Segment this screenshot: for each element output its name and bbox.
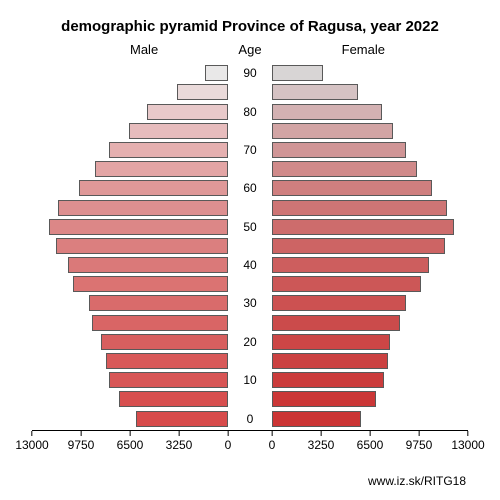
bar — [177, 84, 228, 100]
chart-title: demographic pyramid Province of Ragusa, … — [0, 18, 500, 35]
plot-area: 90 80 70 60 50 40 30 20 10 0 — [32, 62, 468, 430]
age-tick: 10 — [243, 372, 256, 388]
age-tick: 40 — [243, 257, 256, 273]
bar — [109, 372, 228, 388]
age-tick: 80 — [243, 104, 256, 120]
bar — [272, 315, 400, 331]
x-axis-male: 130009750650032500 — [32, 431, 228, 452]
x-axis-female: 032506500975013000 — [272, 431, 468, 452]
bar — [68, 257, 228, 273]
bar — [106, 353, 228, 369]
x-tick: 6500 — [117, 431, 144, 452]
bar — [272, 65, 323, 81]
bar — [272, 161, 417, 177]
bar — [272, 334, 390, 350]
bar — [136, 411, 228, 427]
x-tick: 13000 — [15, 431, 48, 452]
age-tick: 60 — [243, 180, 256, 196]
age-tick: 20 — [243, 334, 256, 350]
bar — [272, 391, 376, 407]
pyramid-chart: demographic pyramid Province of Ragusa, … — [0, 0, 500, 500]
bar — [272, 257, 429, 273]
bar — [147, 104, 228, 120]
bar — [79, 180, 228, 196]
x-tick: 9750 — [68, 431, 95, 452]
bar — [272, 276, 421, 292]
bar — [49, 219, 228, 235]
bar — [272, 84, 358, 100]
age-tick-labels: 90 80 70 60 50 40 30 20 10 0 — [228, 62, 272, 430]
bar — [129, 123, 229, 139]
x-tick: 3250 — [166, 431, 193, 452]
age-tick: 30 — [243, 295, 256, 311]
bar — [92, 315, 228, 331]
age-tick: 50 — [243, 219, 256, 235]
bar — [101, 334, 228, 350]
female-label: Female — [342, 42, 385, 57]
age-tick: 70 — [243, 142, 256, 158]
x-tick: 0 — [225, 431, 232, 452]
x-tick: 0 — [269, 431, 276, 452]
bar — [272, 219, 454, 235]
x-axis: 130009750650032500 032506500975013000 — [32, 430, 468, 452]
bar — [73, 276, 228, 292]
x-tick: 9750 — [406, 431, 433, 452]
age-tick: 90 — [243, 65, 256, 81]
female-bars — [272, 62, 468, 430]
bar — [272, 238, 445, 254]
bar — [272, 142, 406, 158]
bar — [272, 104, 382, 120]
age-axis-label: Age — [0, 42, 500, 57]
male-bars — [32, 62, 228, 430]
bar — [58, 200, 228, 216]
bar — [272, 353, 388, 369]
x-tick: 6500 — [357, 431, 384, 452]
x-tick: 13000 — [451, 431, 484, 452]
bar — [272, 372, 384, 388]
watermark: www.iz.sk/RITG18 — [368, 474, 466, 488]
bar — [272, 200, 447, 216]
bar — [89, 295, 228, 311]
bar — [95, 161, 228, 177]
bar — [56, 238, 228, 254]
bar — [272, 411, 361, 427]
bar — [272, 180, 432, 196]
bar — [272, 295, 406, 311]
bar — [109, 142, 228, 158]
age-tick: 0 — [247, 411, 254, 427]
bar — [119, 391, 228, 407]
x-tick: 3250 — [308, 431, 335, 452]
bar — [205, 65, 228, 81]
bar — [272, 123, 393, 139]
